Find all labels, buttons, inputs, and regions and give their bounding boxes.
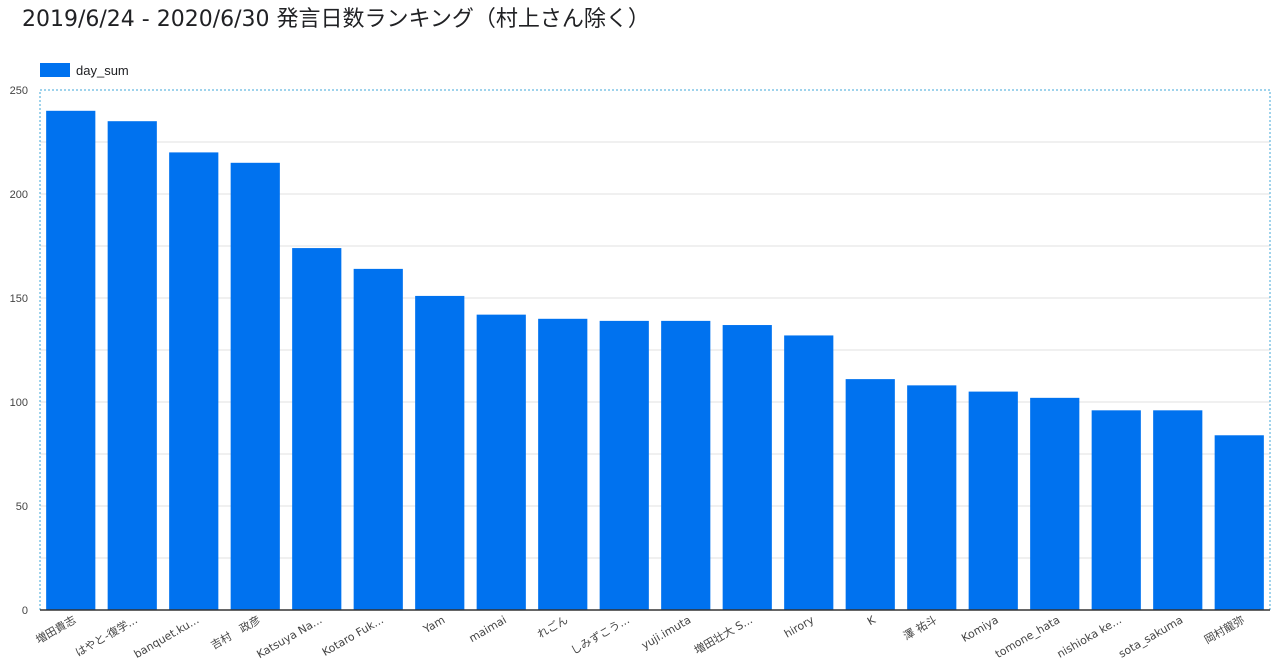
x-tick-label: 増田貴志: [33, 612, 78, 646]
legend[interactable]: day_sum: [40, 60, 129, 80]
bar[interactable]: [661, 320, 711, 610]
bar[interactable]: [46, 110, 96, 611]
x-tick-label: Kotaro Fuk...: [320, 613, 386, 658]
x-tick-label: 吉村 政彦: [208, 612, 263, 652]
bar[interactable]: [292, 248, 342, 610]
y-ticks: 0 50 100 150 200 250: [10, 85, 28, 617]
bar[interactable]: [1091, 410, 1141, 610]
x-tick-label: yuji.imuta: [639, 613, 693, 652]
x-tick-label: sota_sakuma: [1116, 613, 1185, 658]
legend-swatch: [40, 63, 70, 77]
x-tick-label: Yam: [420, 613, 447, 636]
y-tick-label: 200: [10, 189, 28, 201]
bar[interactable]: [968, 391, 1018, 610]
y-tick-label: 150: [10, 293, 28, 305]
grid-layer: [40, 141, 1270, 559]
bar[interactable]: [1153, 410, 1203, 610]
x-tick-label: hirory: [782, 613, 817, 641]
bar[interactable]: [1214, 435, 1264, 610]
bar[interactable]: [845, 379, 895, 610]
bar[interactable]: [538, 318, 588, 610]
bar[interactable]: [599, 320, 649, 610]
x-tick-label: 岡村龍弥: [1202, 612, 1247, 646]
bar[interactable]: [1030, 397, 1080, 610]
x-tick-label: K: [865, 613, 878, 628]
x-tick-label: Komiya: [959, 613, 1001, 644]
bars-layer: [46, 110, 1264, 611]
bar[interactable]: [169, 152, 219, 610]
bar[interactable]: [907, 385, 957, 610]
y-tick-label: 250: [10, 85, 28, 97]
x-tick-label: maimai: [467, 613, 509, 645]
y-tick-label: 100: [10, 397, 28, 409]
x-tick-label: はやと-復学...: [73, 612, 140, 658]
bar[interactable]: [415, 295, 465, 610]
x-tick-label: 増田壮大 S...: [691, 612, 754, 657]
y-tick-label: 0: [22, 605, 28, 617]
x-tick-label: れごん: [535, 612, 571, 641]
y-tick-label: 50: [16, 501, 28, 513]
x-tick-label: tomone_hata: [993, 613, 1062, 658]
bar[interactable]: [353, 268, 403, 610]
x-tick-label: banquet.ku...: [132, 613, 201, 658]
x-tick-label: nishioka ke...: [1055, 613, 1124, 658]
x-tick-label: Katsuya Na...: [255, 613, 325, 658]
x-tick-label: しみずこう...: [569, 613, 632, 657]
x-tick-label: 澤 祐斗: [901, 613, 939, 643]
bar[interactable]: [107, 121, 157, 610]
chart-title: 2019/6/24 - 2020/6/30 発言日数ランキング（村上さん除く）: [22, 7, 650, 32]
bar[interactable]: [230, 162, 280, 611]
bar[interactable]: [722, 325, 772, 610]
bar[interactable]: [784, 335, 834, 610]
bar[interactable]: [476, 314, 526, 610]
legend-label: day_sum: [76, 62, 129, 78]
